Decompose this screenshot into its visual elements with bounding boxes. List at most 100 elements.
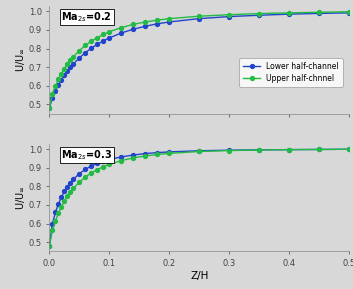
Upper half-chnnel: [143, 154, 148, 158]
Upper half-chnnel: [197, 14, 202, 18]
Upper half-chnnel: [167, 17, 172, 20]
Upper half-chnnel: [95, 36, 100, 39]
Upper half-chnnel: [53, 219, 58, 223]
Upper half-chnnel: [287, 11, 292, 14]
Upper half-chnnel: [107, 30, 112, 34]
Lower half-channel: [71, 62, 76, 66]
Upper half-chnnel: [101, 165, 106, 168]
Lower half-channel: [227, 149, 232, 152]
Upper half-chnnel: [68, 190, 73, 194]
Lower half-channel: [119, 155, 124, 159]
Lower half-channel: [257, 148, 262, 151]
Upper half-chnnel: [317, 10, 322, 14]
Lower half-channel: [65, 185, 70, 188]
Lower half-channel: [62, 190, 66, 193]
Upper half-chnnel: [347, 10, 352, 14]
Lower half-channel: [77, 56, 82, 60]
Lower half-channel: [101, 39, 106, 42]
Upper half-chnnel: [56, 212, 61, 215]
Upper half-chnnel: [65, 62, 70, 66]
Lower half-channel: [257, 14, 262, 17]
Lower half-channel: [317, 148, 322, 151]
Upper half-chnnel: [227, 13, 232, 16]
Upper half-chnnel: [62, 67, 66, 70]
Lower half-channel: [68, 66, 73, 69]
Upper half-chnnel: [119, 159, 124, 162]
Lower half-channel: [155, 151, 160, 154]
Lower half-channel: [101, 160, 106, 163]
Lower half-channel: [287, 12, 292, 16]
Upper half-chnnel: [167, 152, 172, 155]
Lower half-channel: [89, 47, 94, 50]
Lower half-channel: [95, 42, 100, 46]
Upper half-chnnel: [143, 20, 148, 24]
Upper half-chnnel: [71, 187, 76, 190]
Legend: Lower half-channel, Upper half-chnnel: Lower half-channel, Upper half-chnnel: [239, 58, 343, 87]
Lower half-channel: [56, 202, 61, 206]
Lower half-channel: [83, 51, 88, 54]
Upper half-chnnel: [59, 72, 64, 75]
Lower half-channel: [119, 31, 124, 35]
Upper half-chnnel: [77, 49, 82, 52]
Upper half-chnnel: [155, 18, 160, 22]
Lower half-channel: [197, 149, 202, 153]
Lower half-channel: [131, 27, 136, 31]
Upper half-chnnel: [131, 23, 136, 26]
Upper half-chnnel: [47, 244, 52, 248]
Upper half-chnnel: [227, 149, 232, 152]
Upper half-chnnel: [62, 199, 66, 203]
Lower half-channel: [83, 168, 88, 171]
Lower half-channel: [197, 17, 202, 20]
Upper half-chnnel: [119, 26, 124, 29]
Upper half-chnnel: [50, 228, 55, 232]
Line: Lower half-channel: Lower half-channel: [47, 11, 352, 110]
Upper half-chnnel: [53, 84, 58, 88]
Y-axis label: U/U$_\infty$: U/U$_\infty$: [15, 47, 27, 72]
Lower half-channel: [107, 158, 112, 161]
Lower half-channel: [59, 195, 64, 199]
Lower half-channel: [53, 89, 58, 92]
Upper half-chnnel: [347, 147, 352, 151]
Lower half-channel: [62, 73, 66, 77]
Upper half-chnnel: [101, 33, 106, 36]
Y-axis label: U/U$_\infty$: U/U$_\infty$: [15, 185, 27, 210]
Lower half-channel: [143, 25, 148, 28]
Upper half-chnnel: [95, 168, 100, 171]
Lower half-channel: [53, 211, 58, 214]
Upper half-chnnel: [47, 106, 52, 110]
Lower half-channel: [47, 106, 52, 110]
X-axis label: Z/H: Z/H: [190, 271, 209, 281]
Lower half-channel: [143, 152, 148, 155]
Lower half-channel: [155, 22, 160, 25]
Lower half-channel: [131, 153, 136, 157]
Lower half-channel: [77, 172, 82, 175]
Upper half-chnnel: [197, 150, 202, 153]
Lower half-channel: [287, 148, 292, 151]
Text: Ma$_{2s}$=0.3: Ma$_{2s}$=0.3: [61, 148, 113, 162]
Upper half-chnnel: [65, 195, 70, 198]
Upper half-chnnel: [56, 78, 61, 81]
Lower half-channel: [47, 244, 52, 248]
Lower half-channel: [107, 36, 112, 40]
Upper half-chnnel: [257, 12, 262, 15]
Lower half-channel: [71, 177, 76, 181]
Text: Ma$_{2s}$=0.2: Ma$_{2s}$=0.2: [61, 10, 112, 24]
Lower half-channel: [347, 147, 352, 151]
Line: Upper half-chnnel: Upper half-chnnel: [47, 147, 352, 248]
Upper half-chnnel: [77, 180, 82, 184]
Upper half-chnnel: [83, 175, 88, 179]
Lower half-channel: [65, 69, 70, 73]
Lower half-channel: [59, 78, 64, 81]
Upper half-chnnel: [155, 153, 160, 156]
Lower half-channel: [227, 15, 232, 18]
Line: Lower half-channel: Lower half-channel: [47, 147, 352, 248]
Lower half-channel: [50, 222, 55, 225]
Upper half-chnnel: [68, 58, 73, 62]
Upper half-chnnel: [317, 148, 322, 151]
Lower half-channel: [167, 20, 172, 24]
Lower half-channel: [347, 11, 352, 14]
Lower half-channel: [56, 83, 61, 87]
Lower half-channel: [50, 96, 55, 99]
Upper half-chnnel: [89, 171, 94, 175]
Upper half-chnnel: [71, 55, 76, 58]
